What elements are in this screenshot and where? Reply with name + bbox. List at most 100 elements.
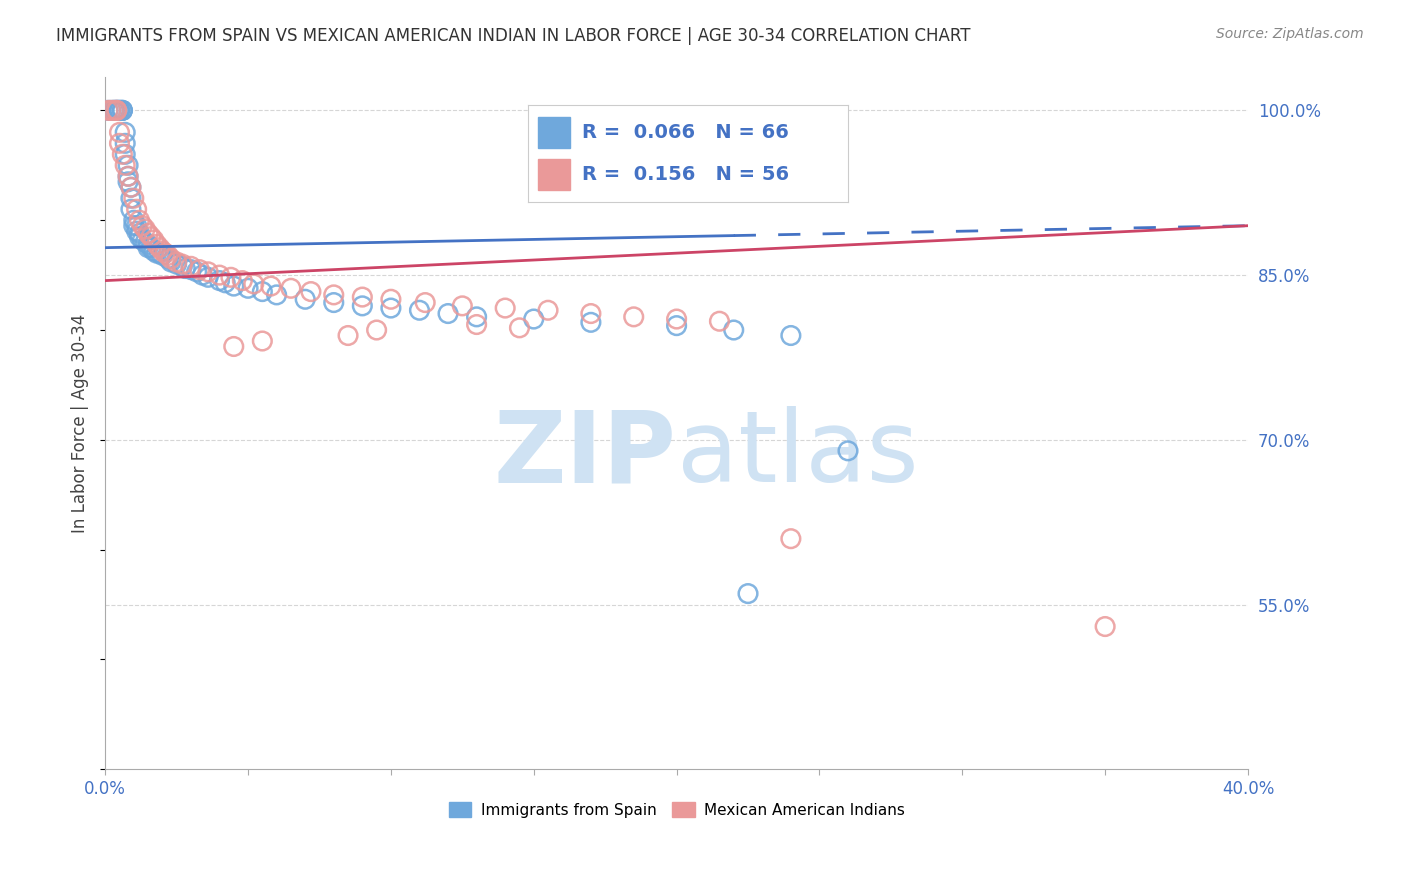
Point [160, 255, 183, 269]
Text: ZIP: ZIP [494, 406, 676, 503]
Point [97, 103, 120, 118]
Text: IMMIGRANTS FROM SPAIN VS MEXICAN AMERICAN INDIAN IN LABOR FORCE | AGE 30-34 CORR: IMMIGRANTS FROM SPAIN VS MEXICAN AMERICA… [56, 27, 970, 45]
Point [380, 293, 402, 307]
Point [108, 136, 131, 151]
Point [779, 328, 801, 343]
Point [157, 248, 180, 262]
Point [131, 233, 153, 247]
Point [103, 103, 125, 118]
Point [114, 147, 136, 161]
Text: Source: ZipAtlas.com: Source: ZipAtlas.com [1216, 27, 1364, 41]
Legend: Immigrants from Spain, Mexican American Indians: Immigrants from Spain, Mexican American … [443, 796, 911, 824]
Point [105, 103, 128, 118]
Point [408, 303, 430, 318]
Point [117, 175, 139, 189]
Point [322, 288, 344, 302]
Point [125, 219, 148, 233]
Point [134, 222, 156, 236]
Point [122, 213, 145, 227]
Point [1094, 619, 1116, 633]
Point [108, 125, 131, 139]
Point [142, 244, 165, 258]
Point [111, 103, 134, 118]
Point [166, 257, 188, 271]
Point [252, 285, 274, 299]
Point [494, 301, 516, 315]
Point [537, 303, 560, 318]
Point [100, 103, 122, 118]
Point [105, 103, 128, 118]
Point [186, 265, 208, 279]
Point [100, 103, 122, 118]
Point [322, 295, 344, 310]
Point [148, 246, 170, 260]
Point [145, 246, 167, 260]
Point [108, 103, 131, 118]
Point [117, 169, 139, 184]
Point [413, 295, 436, 310]
Point [352, 299, 374, 313]
Point [242, 277, 264, 291]
Point [508, 321, 530, 335]
Point [157, 252, 180, 266]
Point [97, 103, 120, 118]
Point [352, 290, 374, 304]
Text: atlas: atlas [676, 406, 918, 503]
Point [280, 281, 302, 295]
Point [142, 233, 165, 247]
Point [222, 279, 245, 293]
Point [108, 103, 131, 118]
Point [120, 191, 142, 205]
Point [150, 248, 173, 262]
Point [114, 136, 136, 151]
Point [155, 246, 177, 260]
Point [219, 270, 242, 285]
Point [465, 310, 488, 324]
Point [266, 288, 288, 302]
Point [723, 323, 745, 337]
Point [120, 202, 142, 217]
Point [145, 237, 167, 252]
Point [437, 307, 460, 321]
Point [103, 103, 125, 118]
Point [131, 219, 153, 233]
Point [197, 270, 219, 285]
Point [299, 285, 322, 299]
Point [105, 103, 128, 118]
Point [197, 265, 219, 279]
Point [665, 318, 688, 333]
Point [236, 281, 259, 295]
Point [188, 262, 211, 277]
Point [174, 261, 197, 276]
Point [148, 241, 170, 255]
Point [160, 252, 183, 266]
Point [128, 227, 150, 241]
Point [665, 312, 688, 326]
Point [136, 237, 159, 252]
Point [120, 180, 142, 194]
Point [108, 103, 131, 118]
Point [136, 241, 159, 255]
Point [150, 244, 173, 258]
Point [623, 310, 645, 324]
Point [465, 318, 488, 332]
Point [128, 229, 150, 244]
Point [111, 147, 134, 161]
Point [117, 158, 139, 172]
Point [111, 103, 134, 118]
Point [105, 103, 128, 118]
Point [125, 202, 148, 217]
Point [214, 276, 236, 290]
Point [166, 255, 188, 269]
Point [208, 274, 231, 288]
Point [579, 307, 602, 321]
Point [117, 169, 139, 184]
Point [180, 262, 202, 277]
Point [114, 125, 136, 139]
Point [122, 191, 145, 205]
Point [222, 339, 245, 353]
Point [103, 103, 125, 118]
Y-axis label: In Labor Force | Age 30-34: In Labor Force | Age 30-34 [72, 314, 89, 533]
Point [136, 227, 159, 241]
Point [120, 180, 142, 194]
